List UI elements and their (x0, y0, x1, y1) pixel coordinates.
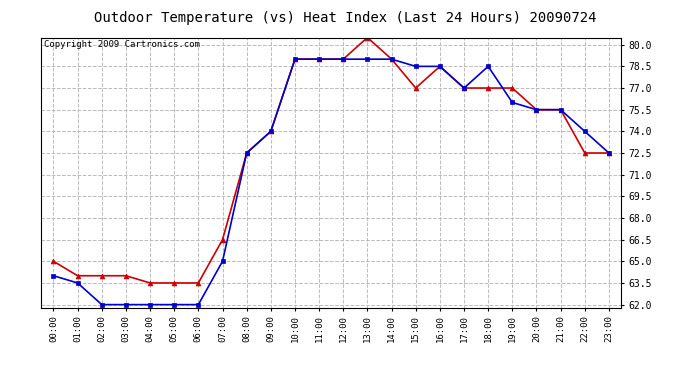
Text: Copyright 2009 Cartronics.com: Copyright 2009 Cartronics.com (44, 40, 200, 49)
Text: Outdoor Temperature (vs) Heat Index (Last 24 Hours) 20090724: Outdoor Temperature (vs) Heat Index (Las… (94, 11, 596, 25)
